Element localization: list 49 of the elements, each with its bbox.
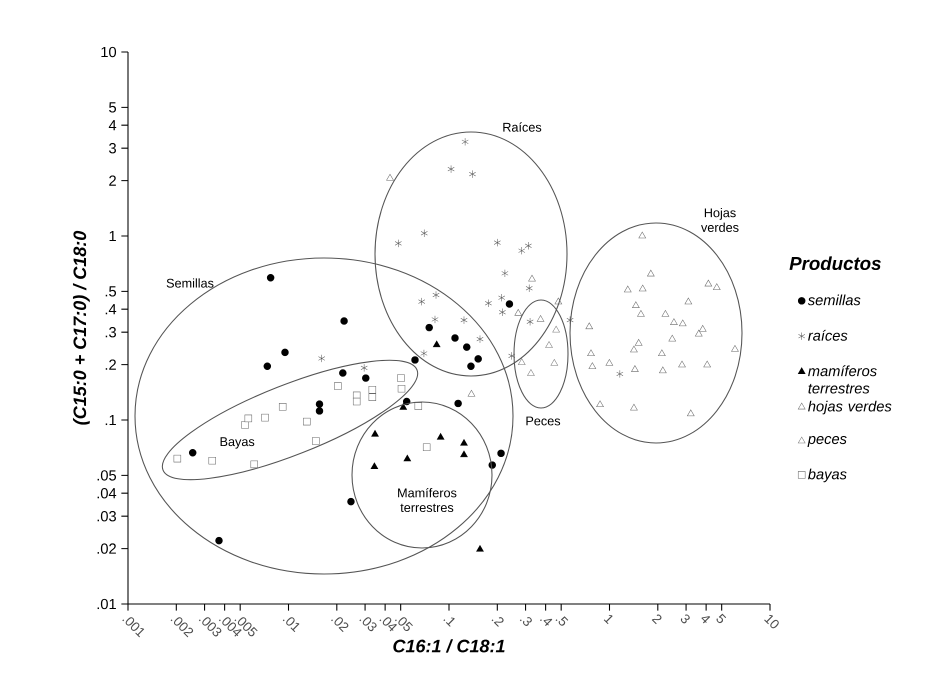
y-tick-label: 4 xyxy=(108,120,116,130)
x-tick-label: 3 xyxy=(680,614,690,624)
legend-label: semillas xyxy=(808,294,860,306)
y-tick-label: .1 xyxy=(106,414,116,426)
y-tick-label: 10 xyxy=(101,46,116,58)
y-tick-label: .5 xyxy=(106,286,116,297)
x-tick-label: 4 xyxy=(701,616,710,624)
x-tick-label: .04 xyxy=(379,617,397,632)
x-tick-label: 2 xyxy=(652,614,662,624)
x-tick-label: 5 xyxy=(716,614,726,624)
x-tick-label: .001 xyxy=(122,617,144,638)
x-tick-label: .3 xyxy=(520,617,532,626)
y-tick-label: 1 xyxy=(110,230,116,242)
x-tick-label: .03 xyxy=(359,617,377,632)
x-axis-title: C16:1 / C18:1 xyxy=(393,639,505,653)
x-tick-label: .1 xyxy=(443,617,455,627)
y-tick-label: .4 xyxy=(106,304,116,314)
y-tick-label: .3 xyxy=(106,327,116,338)
x-tick-label: .01 xyxy=(282,617,300,632)
y-tick-label: .01 xyxy=(98,598,116,610)
y-tick-label: 5 xyxy=(109,102,116,113)
y-axis-title: (C15:0 + C17:0) / C18:0 xyxy=(72,230,90,425)
annotation: Peces xyxy=(526,416,560,426)
x-tick-label: 10 xyxy=(764,614,779,628)
x-tick-label: .05 xyxy=(394,617,413,632)
x-tick-label: .02 xyxy=(331,617,348,632)
legend-label: bayas xyxy=(808,468,847,482)
annotation: Bayas xyxy=(220,437,254,449)
legend-label: hojas verdes xyxy=(808,400,892,414)
y-tick-label: .02 xyxy=(98,543,116,554)
annotation: Raíces xyxy=(503,122,542,132)
annotation: Semillas xyxy=(166,278,214,288)
y-tick-label: 3 xyxy=(109,143,116,154)
y-tick-label: .05 xyxy=(98,470,116,481)
legend-label: peces xyxy=(807,436,847,447)
y-tick-label: .04 xyxy=(98,488,116,498)
x-tick-label: .002 xyxy=(170,617,194,638)
y-tick-label: 2 xyxy=(109,176,116,186)
legend-title: Productos xyxy=(789,256,881,270)
x-tick-label: .2 xyxy=(492,617,504,627)
y-tick-label: .2 xyxy=(106,360,116,370)
x-tick-label: .5 xyxy=(556,616,568,626)
annotation: Mamíferos terrestres xyxy=(398,488,456,512)
legend-label: raíces xyxy=(808,330,848,341)
x-tick-label: .003 xyxy=(198,617,222,636)
x-tick-label: 1 xyxy=(604,614,613,624)
x-tick-label: .4 xyxy=(540,618,552,626)
annotation: Hojas verdes xyxy=(701,208,739,232)
y-tick-label: .03 xyxy=(98,511,116,522)
